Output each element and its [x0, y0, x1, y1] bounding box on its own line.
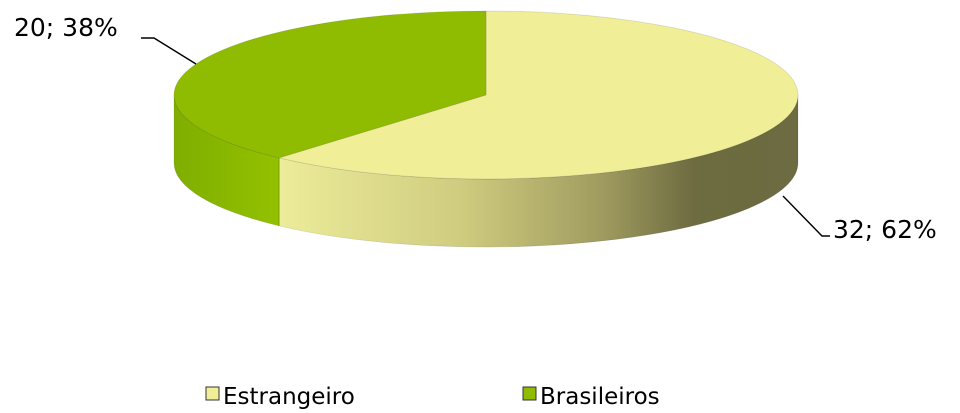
pie-tops [173, 10, 799, 180]
data-label-brasileiros: 20; 38% [14, 13, 118, 42]
pie-slice-brasileiros [173, 10, 487, 159]
leader-line-estrangeiro [782, 195, 830, 237]
legend-swatch-brasileiros [522, 386, 537, 401]
data-label-estrangeiro: 32; 62% [833, 215, 937, 244]
legend-label-estrangeiro: Estrangeiro [223, 384, 355, 410]
legend: Estrangeiro Brasileiros [205, 384, 660, 410]
leader-line-brasileiros [141, 37, 197, 65]
legend-label-brasileiros: Brasileiros [540, 384, 660, 410]
label-leaders [141, 37, 830, 237]
legend-swatch-estrangeiro [205, 386, 220, 401]
pie-slice-estrangeiro [277, 10, 799, 180]
